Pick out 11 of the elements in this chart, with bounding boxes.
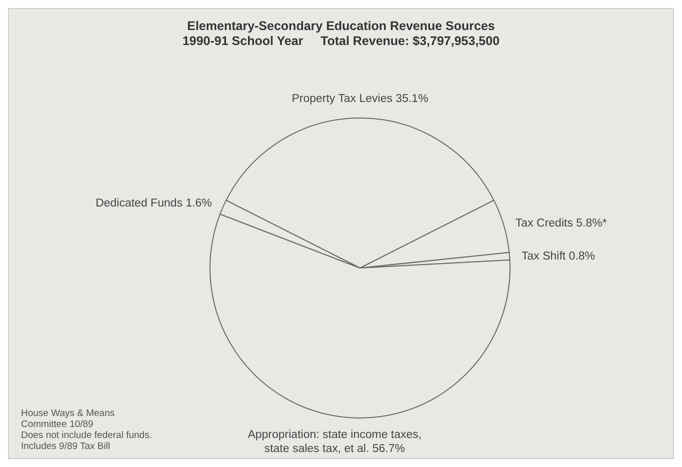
chart-title: Elementary-Secondary Education Revenue Sources bbox=[186, 19, 496, 34]
slice-label: Appropriation: state income taxes, state sales tax, et al. 56.7% bbox=[248, 429, 422, 456]
slice-label: Tax Credits 5.8%* bbox=[515, 217, 608, 230]
text: House Ways & Means bbox=[21, 408, 116, 419]
chart-subtitle: 1990-91 School Year Total Revenue: $3,797,953,500 bbox=[181, 34, 501, 49]
slice-label: Dedicated Funds 1.6% bbox=[96, 197, 212, 210]
slice-label: Tax Shift 0.8% bbox=[522, 250, 596, 262]
text: Committee 10/89 bbox=[21, 419, 94, 430]
slice-label: Property Tax Levies 35.1% bbox=[292, 93, 428, 105]
text: Includes 9/89 Tax Bill bbox=[21, 441, 112, 452]
text: Does not include federal funds. bbox=[21, 430, 152, 441]
